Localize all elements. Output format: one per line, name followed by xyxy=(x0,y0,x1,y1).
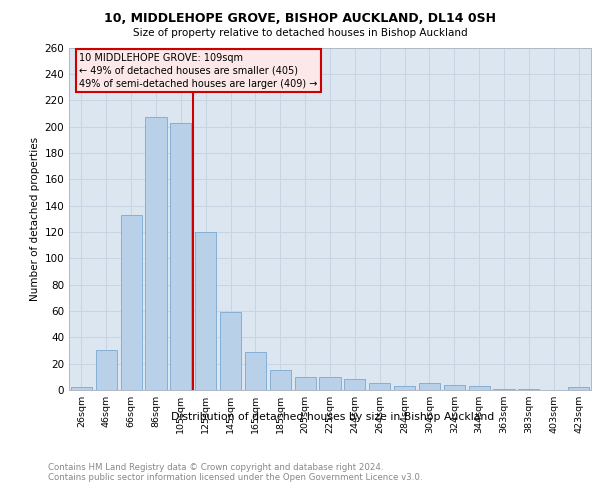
Bar xyxy=(295,377,316,390)
Text: Contains public sector information licensed under the Open Government Licence v3: Contains public sector information licen… xyxy=(48,474,422,482)
Bar xyxy=(394,386,415,390)
Text: 10, MIDDLEHOPE GROVE, BISHOP AUCKLAND, DL14 0SH: 10, MIDDLEHOPE GROVE, BISHOP AUCKLAND, D… xyxy=(104,12,496,26)
Text: Distribution of detached houses by size in Bishop Auckland: Distribution of detached houses by size … xyxy=(172,412,494,422)
Bar xyxy=(469,386,490,390)
Bar xyxy=(145,118,167,390)
Bar xyxy=(245,352,266,390)
Bar xyxy=(71,388,92,390)
Bar xyxy=(419,384,440,390)
Bar xyxy=(170,122,191,390)
Bar xyxy=(493,388,515,390)
Bar xyxy=(444,384,465,390)
Bar xyxy=(518,388,539,390)
Text: Size of property relative to detached houses in Bishop Auckland: Size of property relative to detached ho… xyxy=(133,28,467,38)
Bar xyxy=(220,312,241,390)
Bar xyxy=(96,350,117,390)
Bar xyxy=(344,380,365,390)
Bar xyxy=(568,388,589,390)
Text: 10 MIDDLEHOPE GROVE: 109sqm
← 49% of detached houses are smaller (405)
49% of se: 10 MIDDLEHOPE GROVE: 109sqm ← 49% of det… xyxy=(79,52,318,89)
Text: Contains HM Land Registry data © Crown copyright and database right 2024.: Contains HM Land Registry data © Crown c… xyxy=(48,464,383,472)
Bar xyxy=(270,370,291,390)
Y-axis label: Number of detached properties: Number of detached properties xyxy=(30,136,40,301)
Bar xyxy=(369,384,390,390)
Bar xyxy=(319,377,341,390)
Bar xyxy=(121,215,142,390)
Bar xyxy=(195,232,216,390)
